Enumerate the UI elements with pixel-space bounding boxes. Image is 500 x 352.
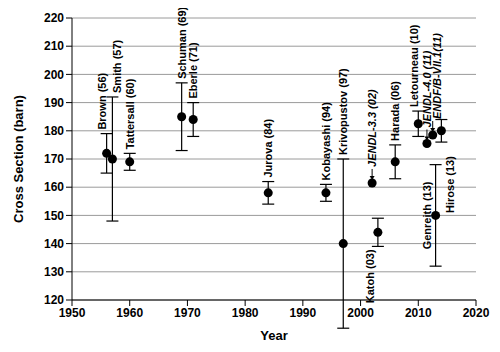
svg-text:1970: 1970 <box>174 306 201 320</box>
svg-text:Cross Section (barn): Cross Section (barn) <box>11 95 26 223</box>
svg-text:150: 150 <box>44 209 64 223</box>
svg-text:Katoh (03): Katoh (03) <box>364 249 376 303</box>
svg-text:210: 210 <box>44 39 64 53</box>
svg-text:1960: 1960 <box>116 306 143 320</box>
svg-text:1950: 1950 <box>59 306 86 320</box>
svg-text:120: 120 <box>44 293 64 307</box>
svg-text:200: 200 <box>44 68 64 82</box>
svg-text:Eberle (71): Eberle (71) <box>187 42 199 99</box>
svg-text:Kobayashi (94): Kobayashi (94) <box>320 102 332 181</box>
svg-text:Genreith (13): Genreith (13) <box>421 181 433 249</box>
svg-text:1990: 1990 <box>290 306 317 320</box>
svg-text:Jurova (84): Jurova (84) <box>262 119 274 178</box>
svg-text:ENDF/B-VII.1(11): ENDF/B-VII.1(11) <box>431 33 443 119</box>
svg-text:130: 130 <box>44 265 64 279</box>
svg-text:190: 190 <box>44 96 64 110</box>
svg-text:Harada (06): Harada (06) <box>389 81 401 141</box>
svg-text:Krivopustov (97): Krivopustov (97) <box>337 68 349 155</box>
svg-text:JENDL-4.0 (11): JENDL-4.0 (11) <box>420 50 433 128</box>
svg-text:Brown (56): Brown (56) <box>96 72 108 129</box>
svg-text:220: 220 <box>44 11 64 25</box>
svg-text:Smith (57): Smith (57) <box>111 39 123 93</box>
svg-text:Tattersall (60): Tattersall (60) <box>124 78 136 149</box>
svg-text:160: 160 <box>44 180 64 194</box>
svg-text:1980: 1980 <box>232 306 259 320</box>
svg-text:Hirose (13): Hirose (13) <box>444 156 456 213</box>
svg-text:JENDL-3.3 (02): JENDL-3.3 (02) <box>366 89 378 167</box>
svg-text:2000: 2000 <box>347 306 374 320</box>
svg-text:Year: Year <box>260 328 287 343</box>
svg-text:170: 170 <box>44 152 64 166</box>
svg-text:Schuman (69): Schuman (69) <box>176 8 188 79</box>
svg-text:180: 180 <box>44 124 64 138</box>
svg-text:Letourneau (10): Letourneau (10) <box>408 24 420 107</box>
svg-text:140: 140 <box>44 237 64 251</box>
svg-text:2020: 2020 <box>463 306 490 320</box>
svg-text:2010: 2010 <box>405 306 432 320</box>
